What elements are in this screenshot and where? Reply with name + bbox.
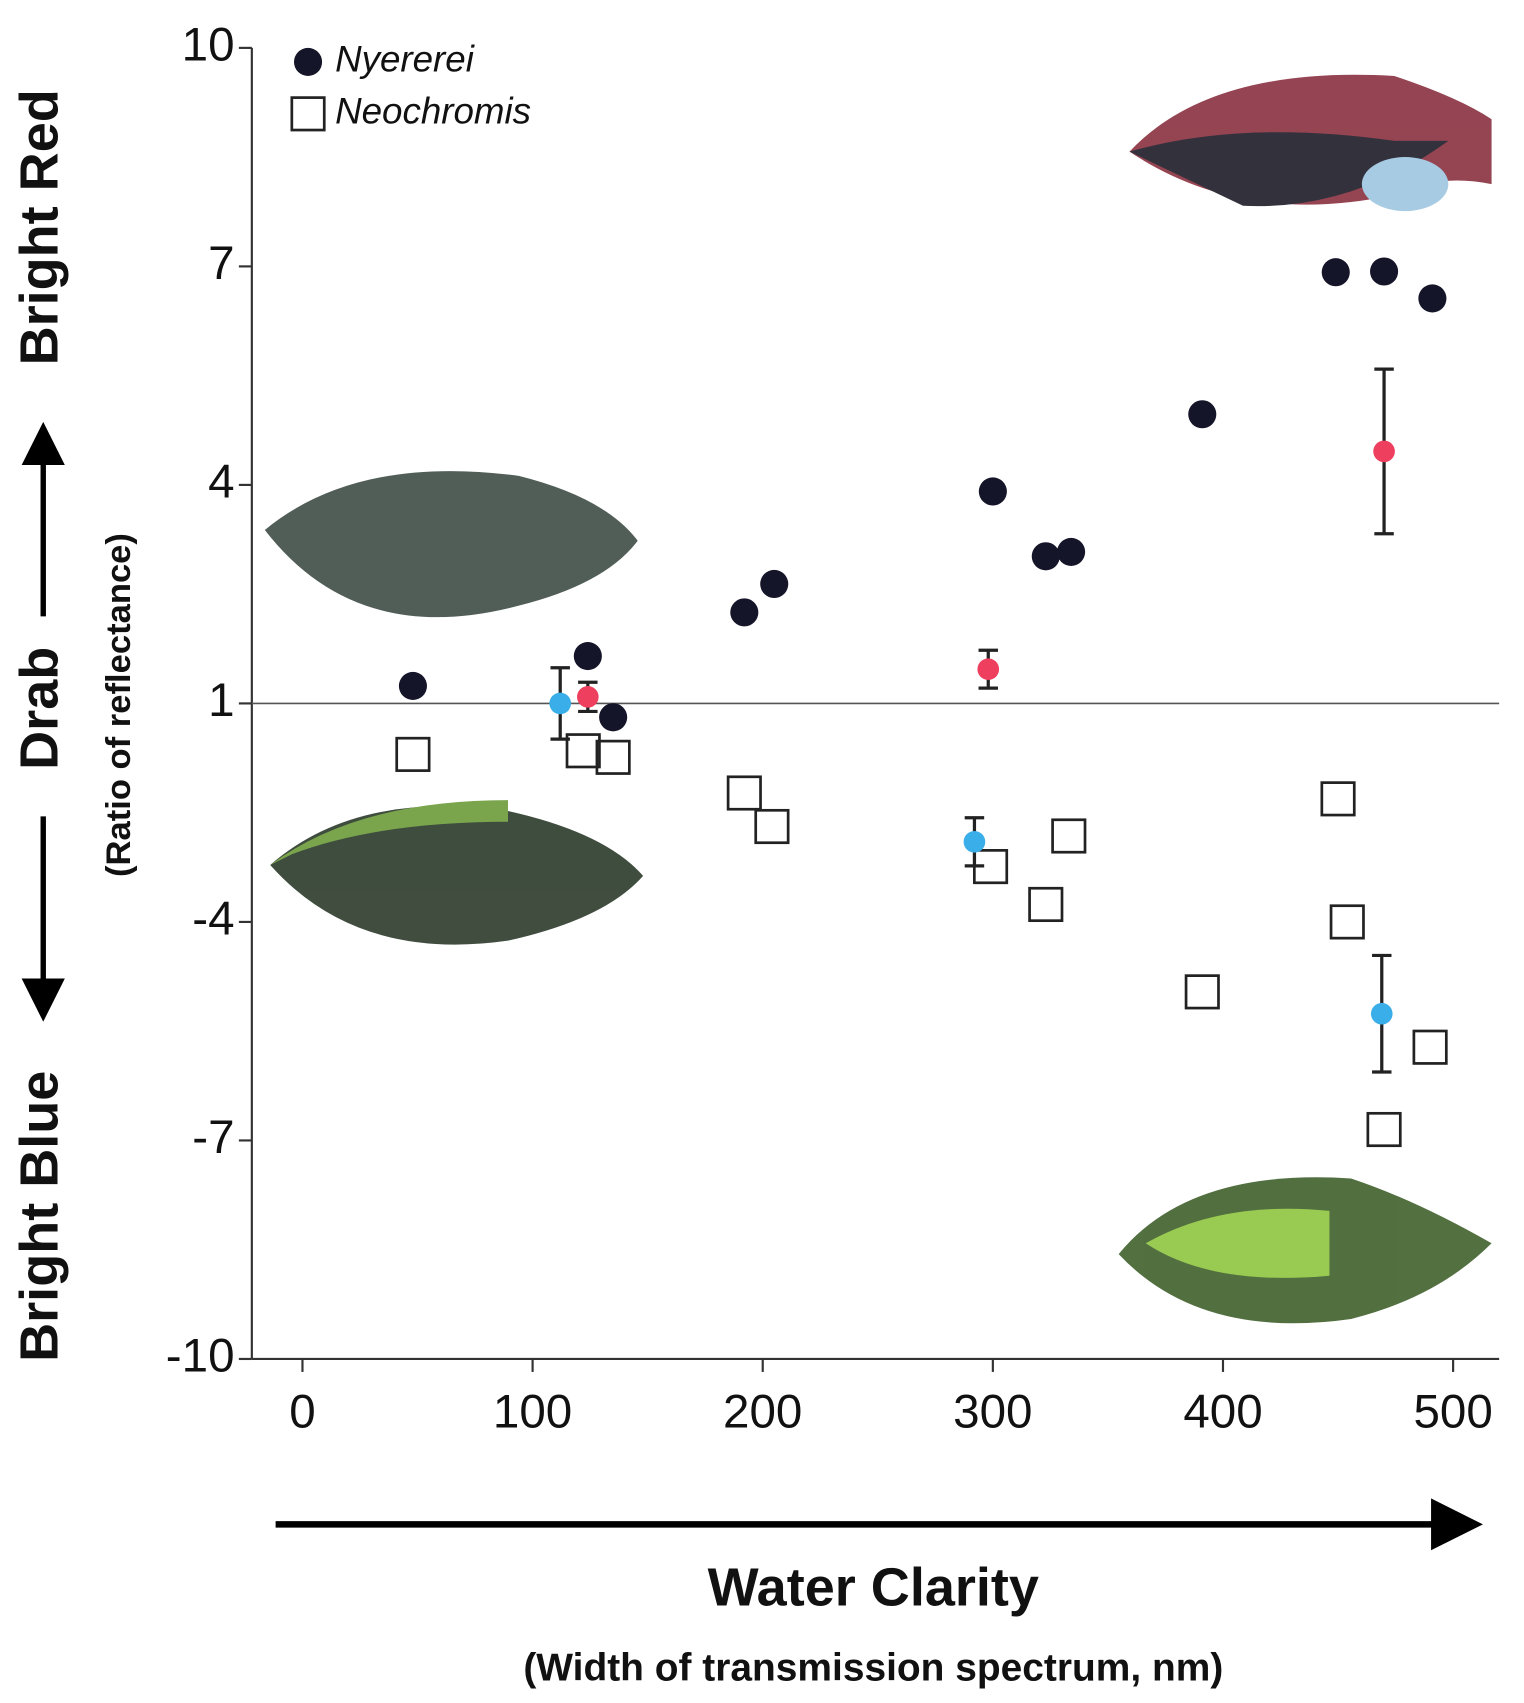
point <box>399 672 427 700</box>
point <box>1370 257 1398 285</box>
point <box>1414 1031 1446 1063</box>
x-tick-label: 0 <box>289 1386 315 1439</box>
y-tick-label: 1 <box>208 674 234 727</box>
chart: Bright Red Drab Bright Blue (Ratio of re… <box>0 0 1524 1703</box>
point <box>979 477 1007 505</box>
y-tick-label: -4 <box>192 892 234 945</box>
legend-label: Nyererei <box>335 39 475 80</box>
point <box>567 735 599 767</box>
highlight-point <box>977 658 999 680</box>
fish-illustrations <box>265 75 1492 1324</box>
legend-marker <box>294 48 322 76</box>
side-label: Drab <box>10 647 70 770</box>
x-tick-label: 200 <box>723 1386 802 1439</box>
highlight-point <box>577 686 599 708</box>
y-tick-label: -10 <box>166 1330 235 1383</box>
point <box>599 703 627 731</box>
point <box>1057 538 1085 566</box>
y-tick-label: 7 <box>208 237 234 290</box>
x-axis-label: Water Clarity <box>708 1558 1039 1618</box>
point <box>1032 542 1060 570</box>
y-tick-label: 4 <box>208 455 234 508</box>
side-label: Bright Blue <box>10 1071 70 1362</box>
point <box>760 570 788 598</box>
highlight-point <box>964 831 986 853</box>
x-tick-label: 100 <box>493 1386 572 1439</box>
highlight-point <box>549 693 571 715</box>
x-tick-label: 400 <box>1183 1386 1262 1439</box>
point <box>1322 783 1354 815</box>
x-tick-label: 300 <box>953 1386 1032 1439</box>
point <box>1030 888 1062 920</box>
legend-marker <box>292 98 324 130</box>
point <box>1053 820 1085 852</box>
y-axis-label: (Ratio of reflectance) <box>100 533 138 877</box>
point <box>1368 1113 1400 1145</box>
point <box>1418 284 1446 312</box>
point <box>574 642 602 670</box>
y-tick-label: 10 <box>182 18 235 71</box>
point <box>1188 400 1216 428</box>
point <box>756 810 788 842</box>
y-tick-label: -7 <box>192 1111 234 1164</box>
point <box>1322 258 1350 286</box>
point <box>728 777 760 809</box>
point <box>397 738 429 770</box>
point <box>597 741 629 773</box>
x-axis-sublabel: (Width of transmission spectrum, nm) <box>523 1647 1223 1690</box>
highlight-point <box>1373 441 1395 463</box>
point <box>1331 906 1363 938</box>
highlight-point <box>1371 1003 1393 1025</box>
side-label: Bright Red <box>10 89 70 365</box>
point <box>1186 976 1218 1008</box>
x-tick-label: 500 <box>1413 1386 1492 1439</box>
point <box>730 598 758 626</box>
legend-label: Neochromis <box>335 91 531 132</box>
